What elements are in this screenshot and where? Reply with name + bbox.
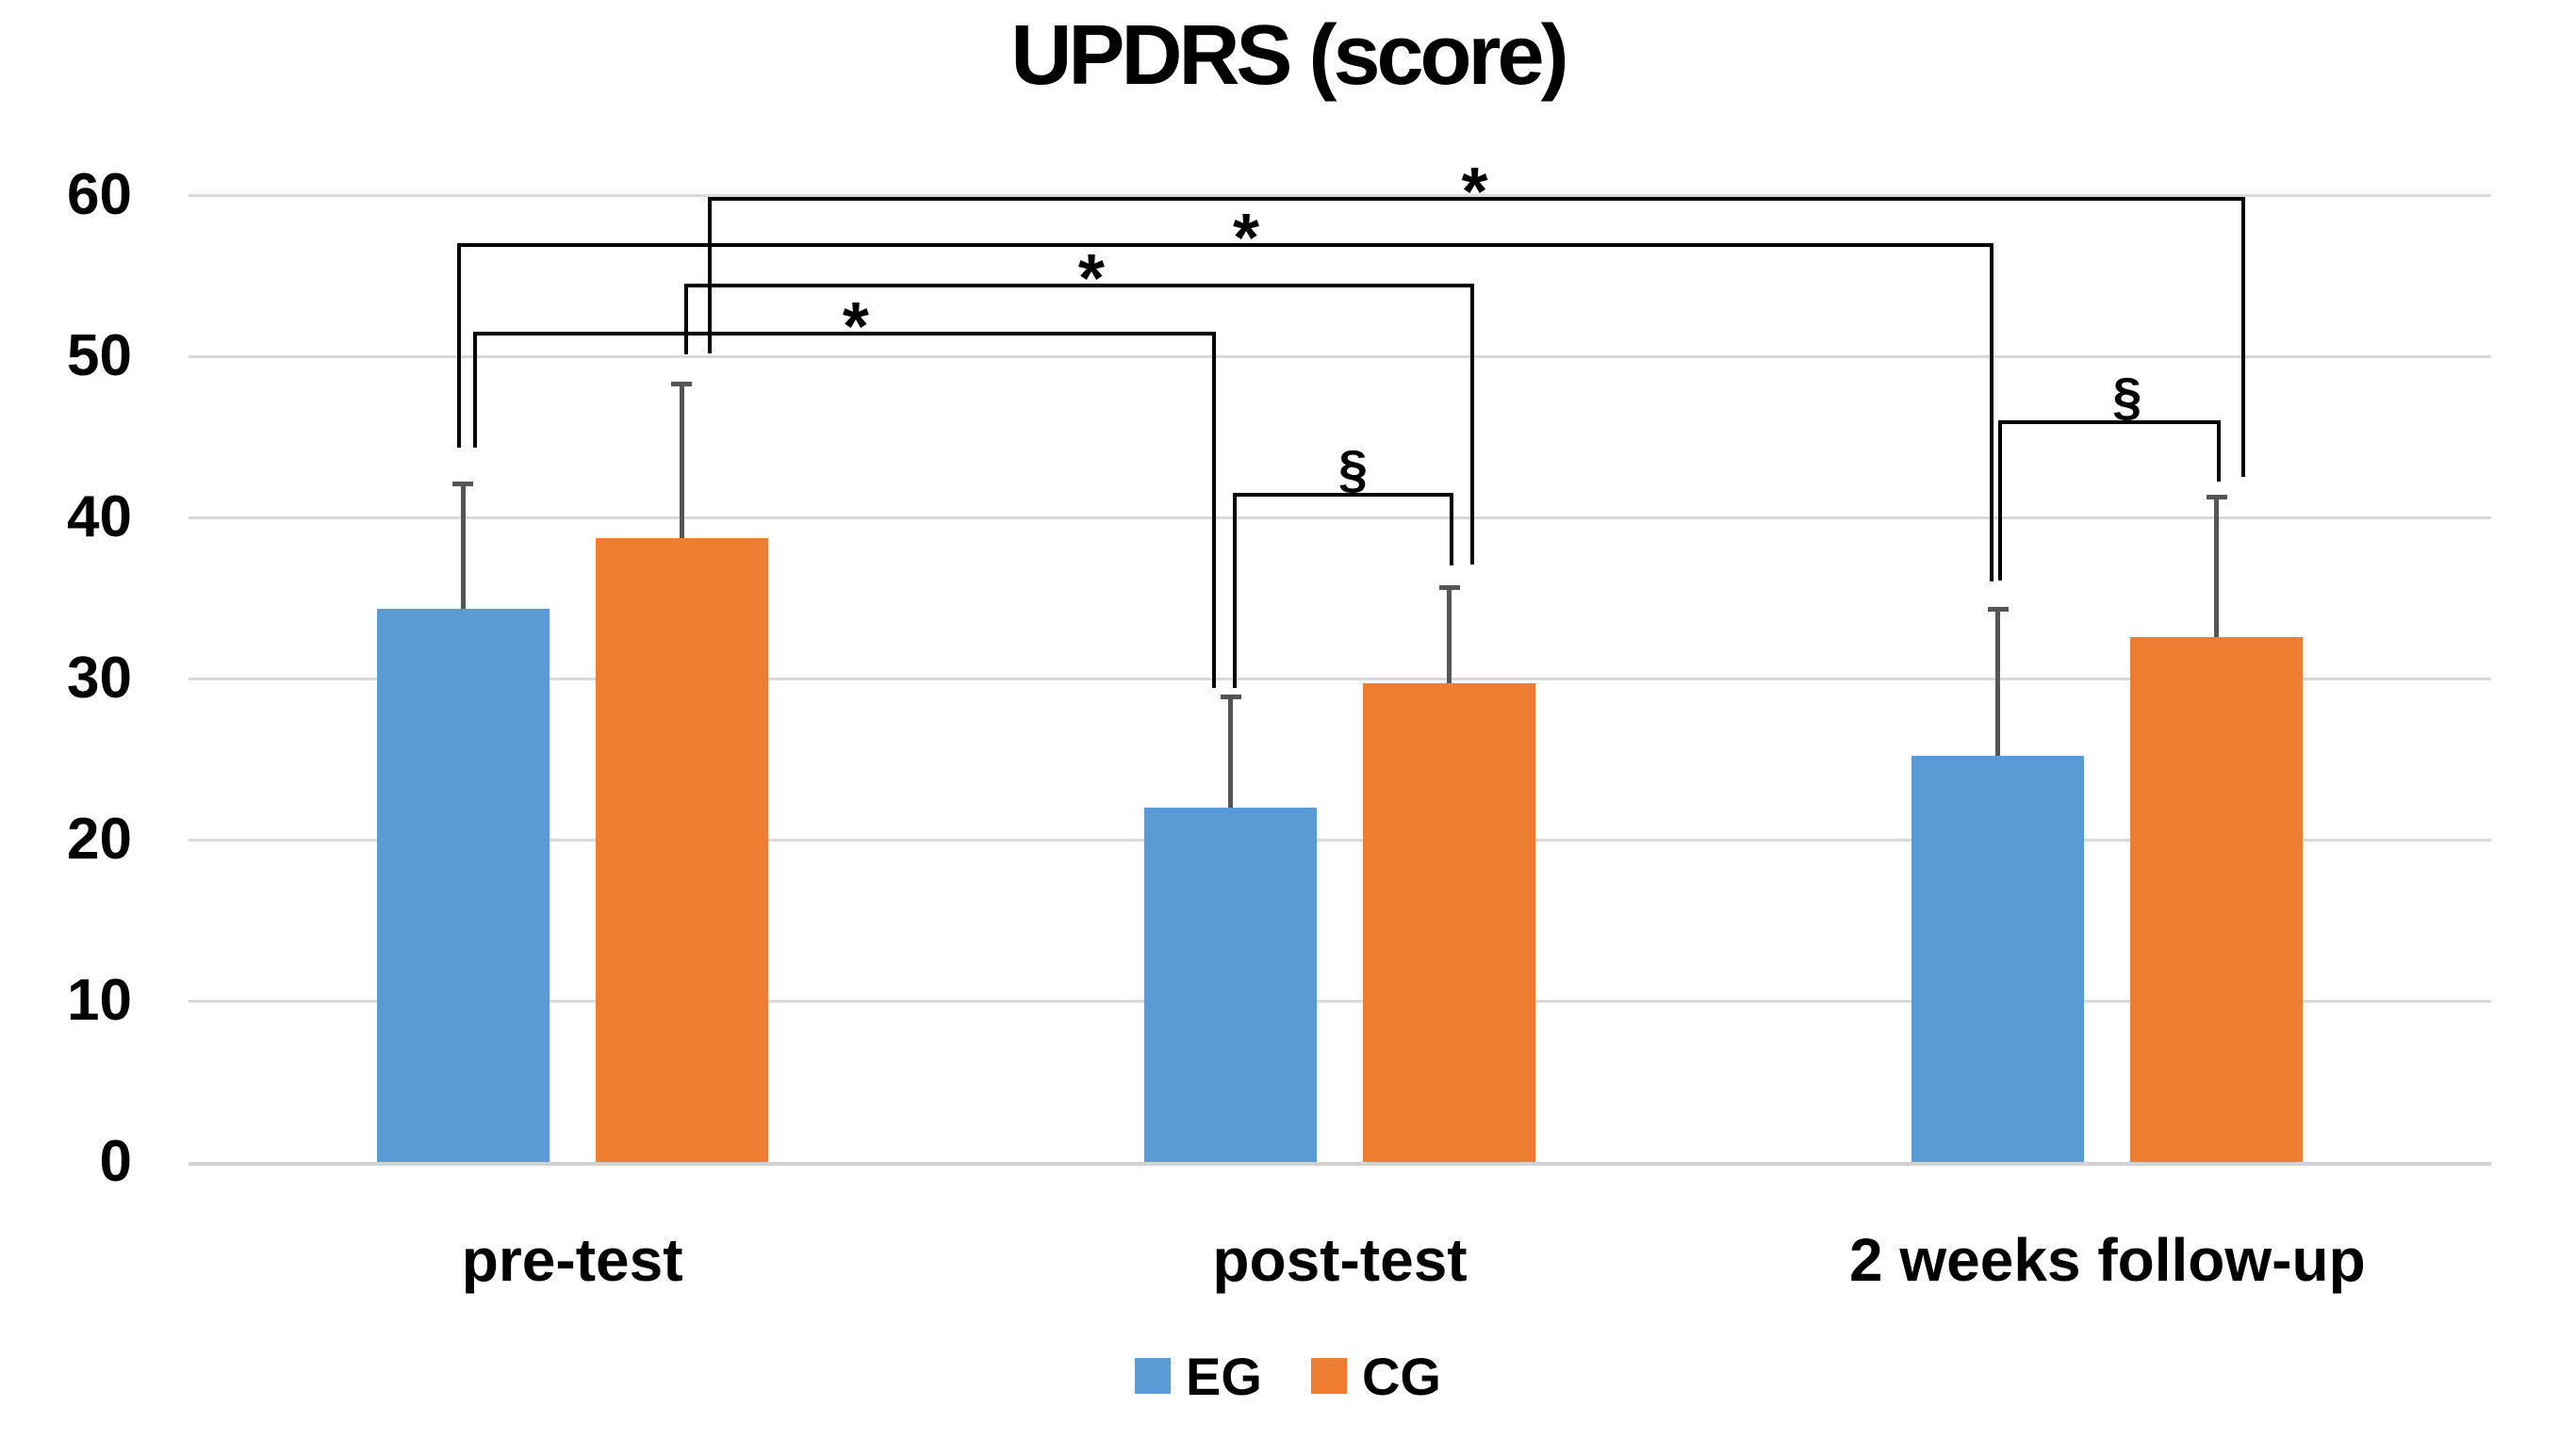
significance-bracket-right-leg <box>1211 332 1216 689</box>
bar-cg-post-test <box>1363 683 1535 1162</box>
legend-swatch-eg <box>1135 1358 1172 1394</box>
y-tick-label: 20 <box>67 807 132 872</box>
significance-bracket-bar <box>1997 420 2221 425</box>
significance-bracket-left-leg <box>684 284 689 355</box>
bar-cg-pre-test <box>595 538 768 1162</box>
x-category-label: 2 weeks follow-up <box>1849 1226 2366 1294</box>
significance-bracket-bar <box>684 284 1474 288</box>
significance-bracket-right-leg <box>2216 420 2221 483</box>
asterisk-significance-label: * <box>1077 241 1105 318</box>
x-axis-baseline <box>189 1162 2491 1166</box>
y-tick-label: 0 <box>99 1129 132 1194</box>
error-bar-cap <box>1987 607 2009 613</box>
error-bar-line <box>1995 609 2001 757</box>
section-significance-label: § <box>2112 367 2142 427</box>
legend-swatch-cg <box>1310 1358 1347 1394</box>
bar-cg-2-weeks-follow-up <box>2130 636 2304 1162</box>
error-bar-line <box>2214 496 2220 637</box>
legend-label-cg: CG <box>1361 1346 1441 1406</box>
gridline <box>189 838 2491 842</box>
bar-eg-post-test <box>1144 807 1317 1162</box>
significance-bracket-left-leg <box>473 332 478 449</box>
y-tick-label: 60 <box>67 162 132 227</box>
error-bar-cap <box>1438 584 1460 590</box>
significance-bracket-bar <box>1232 493 1453 498</box>
bar-eg-pre-test <box>376 609 550 1162</box>
significance-bracket-bar <box>473 332 1216 336</box>
chart-title: UPDRS (score) <box>1010 8 1568 103</box>
error-bar-line <box>1228 695 1233 808</box>
significance-bracket-left-leg <box>457 243 462 449</box>
gridline <box>189 515 2491 519</box>
asterisk-significance-label: * <box>1461 154 1488 230</box>
section-significance-label: § <box>1337 439 1369 499</box>
error-bar-cap <box>2206 494 2227 499</box>
asterisk-significance-label: * <box>1232 201 1260 277</box>
significance-bracket-right-leg <box>1449 493 1453 566</box>
gridline <box>189 354 2491 358</box>
significance-bracket-left-leg <box>1232 493 1237 689</box>
significance-bracket-right-leg <box>2240 196 2245 478</box>
significance-bracket-right-leg <box>1469 284 1474 564</box>
x-category-label: pre-test <box>461 1226 683 1294</box>
error-bar-cap <box>1220 694 1241 699</box>
y-tick-label: 40 <box>67 484 132 549</box>
error-bar-line <box>1447 586 1452 684</box>
significance-bracket-left-leg <box>1997 420 2002 581</box>
significance-bracket-bar <box>708 196 2245 201</box>
bar-eg-2-weeks-follow-up <box>1911 756 2085 1162</box>
error-bar-cap <box>671 382 693 387</box>
significance-bracket-right-leg <box>1989 243 1994 582</box>
y-tick-label: 50 <box>67 323 132 388</box>
y-tick-label: 30 <box>67 646 132 711</box>
asterisk-significance-label: * <box>842 289 869 366</box>
legend: EG CG <box>0 1346 2576 1406</box>
legend-label-eg: EG <box>1186 1346 1262 1406</box>
error-bar-cap <box>452 482 474 487</box>
legend-item-eg: EG <box>1135 1346 1262 1407</box>
gridline <box>189 193 2491 197</box>
gridline <box>189 999 2491 1003</box>
error-bar-line <box>679 384 684 539</box>
legend-item-cg: CG <box>1310 1346 1441 1407</box>
gridline <box>189 677 2491 680</box>
significance-bracket-bar <box>457 243 1994 248</box>
y-tick-label: 10 <box>67 968 132 1033</box>
significance-bracket-left-leg <box>708 196 713 353</box>
error-bar-line <box>460 483 466 610</box>
x-category-label: post-test <box>1212 1226 1468 1294</box>
